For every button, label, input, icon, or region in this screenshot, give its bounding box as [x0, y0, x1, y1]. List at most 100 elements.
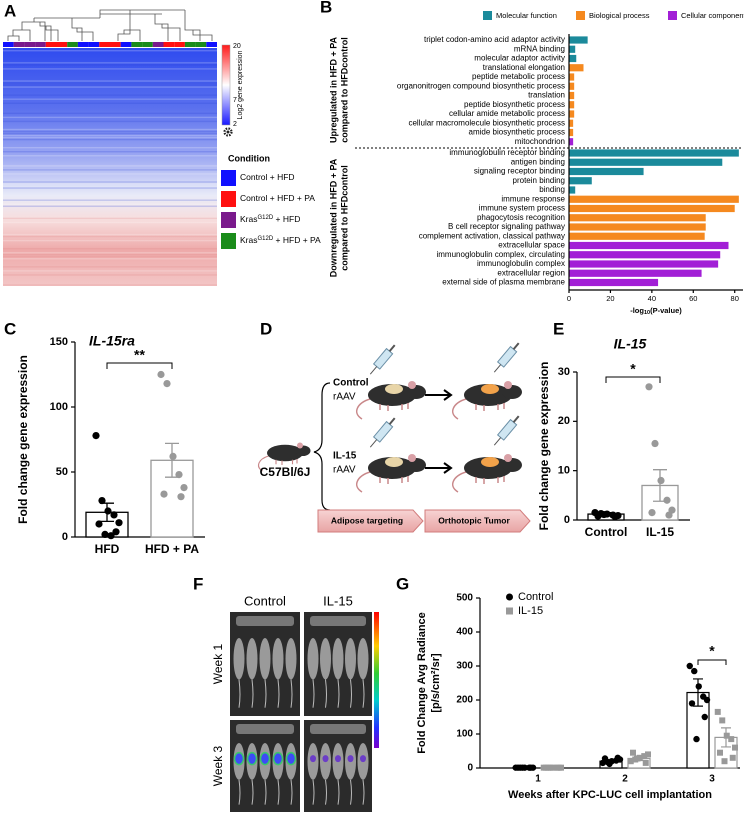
data-point	[688, 700, 696, 707]
mouse-tail	[362, 679, 365, 708]
bar	[569, 251, 721, 259]
bar	[569, 167, 644, 176]
category-label: peptide metabolic process	[472, 72, 565, 81]
mouse-tail	[350, 779, 352, 805]
significance-bracket	[697, 659, 727, 665]
legend-title: Condition	[228, 153, 270, 163]
heatmap-row	[3, 64, 217, 66]
significance-bracket	[106, 362, 173, 369]
heatmap-row	[3, 217, 217, 220]
heatmap-row	[3, 173, 217, 175]
bar	[569, 82, 575, 90]
arrow	[425, 389, 453, 401]
panel-letter: E	[553, 319, 564, 338]
data-point	[92, 432, 100, 440]
bar	[569, 214, 706, 222]
mouse-tail	[337, 679, 340, 708]
colorbar	[374, 612, 379, 748]
category-label: mRNA binding	[514, 44, 565, 53]
heatmap	[3, 48, 217, 286]
data-point	[703, 696, 711, 704]
heatmap-row	[3, 116, 217, 119]
y-tick-label: 100	[50, 401, 68, 413]
category-label: extracellular space	[498, 241, 565, 250]
data-point	[728, 736, 735, 743]
heatmap-row	[3, 169, 217, 171]
y-axis-label: Fold Change Avg Radiance	[416, 612, 428, 754]
category-label: immune response	[501, 194, 565, 203]
data-point	[723, 732, 730, 739]
legend-text: + HFD	[273, 214, 300, 224]
x-tick-label: 1	[535, 774, 541, 785]
mouse-tail	[238, 679, 241, 708]
condition-strip	[184, 42, 196, 47]
bar	[569, 119, 574, 127]
data-point	[519, 764, 526, 771]
image-holder	[236, 616, 294, 626]
data-point	[543, 764, 549, 771]
y-tick-label: 20	[558, 415, 570, 427]
legend-sup: G12D	[257, 215, 273, 221]
data-point	[160, 490, 168, 498]
data-point	[601, 755, 609, 762]
y-tick-label: 200	[456, 695, 473, 706]
heatmap-row	[3, 183, 217, 185]
luminescence	[347, 755, 354, 763]
data-point	[98, 497, 106, 505]
mouse-tail	[277, 779, 280, 805]
group-label: rAAV	[333, 465, 356, 476]
mouse-tail	[451, 398, 467, 420]
heatmap-row	[3, 235, 217, 238]
bar	[569, 54, 577, 63]
category-label: peptide biosynthetic process	[464, 100, 565, 109]
heatmap-row	[3, 221, 217, 224]
heatmap-row	[3, 68, 217, 70]
heatmap-row	[3, 270, 217, 272]
bar	[569, 269, 702, 277]
mouse-tail	[251, 679, 254, 708]
y-tick-label: 400	[456, 627, 473, 638]
fat-pad	[385, 384, 403, 394]
gear-icon	[223, 127, 233, 137]
x-tick-label: 0	[567, 294, 571, 303]
data-point	[614, 754, 621, 761]
y-tick-label: 500	[456, 593, 473, 604]
colorbar	[221, 44, 231, 126]
data-point	[112, 528, 120, 536]
heatmap-row	[3, 205, 217, 207]
bar	[569, 110, 575, 118]
data-point	[721, 758, 728, 765]
schematic: C57Bl/6J Control rAAV IL-15 rAAV Adipose targ…	[257, 342, 531, 533]
bar	[569, 278, 659, 287]
bar	[569, 204, 735, 213]
category-label: binding	[539, 185, 565, 194]
image-holder	[310, 616, 366, 626]
category-label: triplet codon-amino acid adaptor activit…	[424, 35, 565, 44]
dendrogram	[7, 9, 213, 41]
significance-bracket	[605, 376, 661, 383]
legend-label: KrasG12D + HFD + PA	[240, 235, 321, 245]
syringe-plunger	[512, 342, 520, 350]
x-axis-label: Weeks after KPC-LUC cell implantation	[508, 789, 712, 801]
data-point	[648, 508, 656, 517]
data-point	[642, 759, 649, 766]
bar	[569, 223, 706, 231]
syringe-barrel	[496, 418, 518, 441]
legend-swatch	[221, 233, 236, 249]
data-point	[611, 512, 619, 521]
condition-strip	[24, 42, 36, 47]
data-point	[180, 484, 188, 492]
mouse-tail	[264, 679, 267, 708]
data-point	[104, 507, 112, 515]
category-label: immunoglobulin receptor binding	[449, 148, 565, 157]
category-label: protein binding	[513, 176, 565, 185]
data-point	[719, 717, 726, 724]
x-tick-label: HFD + PA	[145, 542, 199, 556]
bar	[569, 73, 575, 81]
heatmap-row	[3, 258, 217, 260]
bar	[569, 195, 739, 203]
step-arrow	[424, 509, 531, 533]
significance-label: *	[709, 643, 715, 659]
